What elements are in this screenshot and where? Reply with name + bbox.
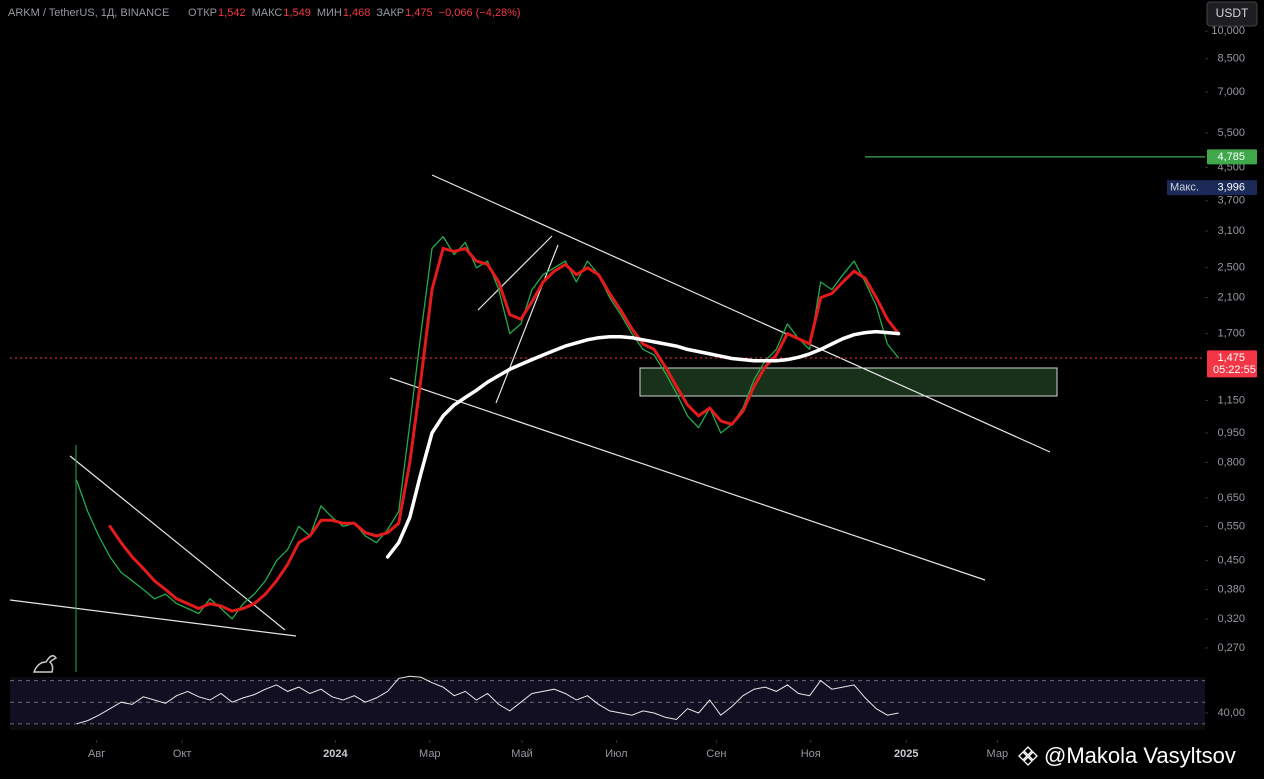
change: −0,066 (−4,28%) xyxy=(439,7,521,19)
ohlc: ОТКР 1,542 МАКС 1,549 МИН 1,468 ЗАКР 1,475 −0,06… xyxy=(188,7,521,19)
currency[interactable]: USDT xyxy=(1216,6,1249,20)
x-tick-label: 2024 xyxy=(323,748,348,760)
ohlc-name: ОТКР xyxy=(188,7,217,19)
price-label-box xyxy=(1207,180,1257,196)
y-tick-label: 0,800 xyxy=(1217,456,1245,468)
series-line xyxy=(385,329,901,559)
y-tick-label: 1,150 xyxy=(1217,394,1245,406)
x-tick-label: Ноя xyxy=(801,748,821,760)
trendline xyxy=(389,377,986,581)
watermark-icon xyxy=(1018,746,1038,766)
plot xyxy=(75,235,901,620)
rsi-tick-label: 40,00 xyxy=(1217,707,1245,719)
time-axis: Авг Окт 2024 Мар Май Июл Сен Ноя 2025 Мар xyxy=(88,740,1008,760)
logo xyxy=(32,655,58,673)
y-tick-label: 2,500 xyxy=(1217,262,1245,274)
x-tick-label: Мар xyxy=(419,748,441,760)
price-label: 3,996 xyxy=(1217,182,1245,194)
y-tick-label: 5,500 xyxy=(1217,127,1245,139)
price-label-name-box xyxy=(1167,180,1207,196)
x-tick-label: Мар xyxy=(987,748,1009,760)
rsi-line xyxy=(76,675,899,725)
price-label-name: Макс. xyxy=(1170,182,1199,194)
y-tick-label: 3,100 xyxy=(1217,225,1245,237)
rsi-pane xyxy=(10,675,1208,730)
trendline xyxy=(9,599,297,637)
y-tick-label: 0,950 xyxy=(1217,427,1245,439)
y-tick-label: 8,500 xyxy=(1217,53,1245,65)
x-tick-label: Июл xyxy=(605,748,627,760)
series-line xyxy=(108,246,900,613)
trendlines xyxy=(9,174,1051,637)
chart-title: ARKM / TetherUS, 1Д, BINANCE xyxy=(8,7,169,19)
trendline xyxy=(69,455,286,631)
y-tick-label: 0,320 xyxy=(1217,613,1245,625)
price-label: 4,785 xyxy=(1217,151,1245,163)
y-tick-label: 10,000 xyxy=(1211,25,1245,37)
x-tick-label: Окт xyxy=(173,748,192,760)
y-tick-label: 0,550 xyxy=(1217,520,1245,532)
price-axis: 10,0008,5007,0005,5004,5003,7003,1002,50… xyxy=(1205,25,1245,719)
ohlc-name: МАКС xyxy=(252,7,283,19)
y-tick-label: 3,700 xyxy=(1217,195,1245,207)
y-tick-label: 0,450 xyxy=(1217,555,1245,567)
y-tick-label: 0,380 xyxy=(1217,583,1245,595)
price-label-box xyxy=(1207,149,1257,165)
trendline xyxy=(477,235,553,311)
ohlc-value: 1,468 xyxy=(343,7,371,19)
support-zone xyxy=(639,367,1058,397)
y-tick-label: 1,700 xyxy=(1217,328,1245,340)
ohlc-value: 1,542 xyxy=(218,7,246,19)
currency-button[interactable] xyxy=(1206,1,1258,27)
trendline xyxy=(431,174,1051,453)
ohlc-value: 1,549 xyxy=(283,7,311,19)
y-tick-label: 2,100 xyxy=(1217,291,1245,303)
countdown: 05:22:55 xyxy=(1213,364,1256,376)
ohlc-value: 1,475 xyxy=(405,7,433,19)
x-tick-label: 2025 xyxy=(894,748,918,760)
price-label: 1,475 xyxy=(1217,352,1245,364)
x-tick-label: Сен xyxy=(706,748,726,760)
watermark: @Makola Vasyltsov xyxy=(1044,743,1236,768)
y-tick-label: 7,000 xyxy=(1217,86,1245,98)
x-tick-label: Авг xyxy=(88,748,105,760)
ohlc-name: ЗАКР xyxy=(376,7,404,19)
price-label-box xyxy=(1207,350,1257,378)
series-line xyxy=(75,235,900,620)
x-tick-label: Май xyxy=(511,748,533,760)
y-tick-label: 0,270 xyxy=(1217,642,1245,654)
ohlc-name: МИН xyxy=(317,7,342,19)
y-tick-label: 0,650 xyxy=(1217,492,1245,504)
